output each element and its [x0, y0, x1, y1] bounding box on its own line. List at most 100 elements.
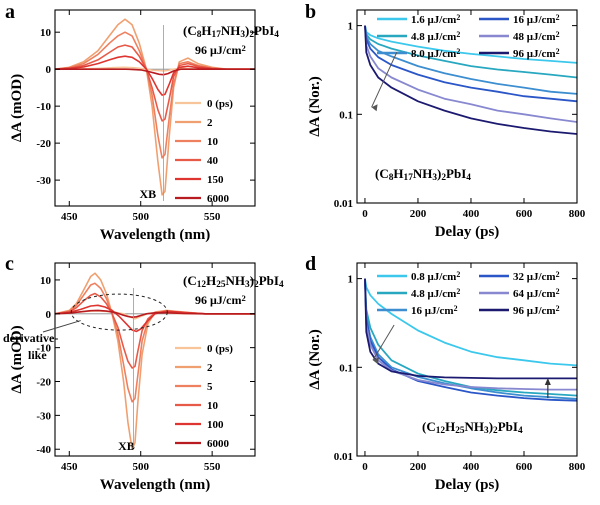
- series-group: [55, 272, 255, 450]
- legend-item: 96 μJ/cm2: [479, 47, 560, 60]
- annotation-xb: XB: [118, 439, 135, 453]
- series-line-5: [55, 68, 255, 76]
- series-group: [364, 278, 577, 402]
- legend-item: 6000: [175, 438, 230, 450]
- annotation-arrow: [42, 320, 81, 333]
- series-line-4: [364, 278, 577, 391]
- legend-item: 48 μJ/cm2: [479, 30, 560, 43]
- legend-label: 0 (ps): [207, 98, 233, 110]
- panel-letter: b: [305, 1, 316, 23]
- y-tick-label: 0: [46, 64, 52, 76]
- legend-item: 4.8 μJ/cm2: [377, 30, 460, 43]
- x-tick-label: 400: [463, 461, 480, 473]
- legend-label: 48 μJ/cm2: [513, 30, 560, 43]
- legend-item: 150: [175, 174, 224, 186]
- legend-label: 2: [207, 362, 213, 374]
- legend-label: 16 μJ/cm2: [411, 304, 458, 317]
- y-tick-label: -40: [36, 444, 51, 456]
- legend-label: 10: [207, 400, 219, 412]
- y-tick-label: -20: [36, 377, 51, 389]
- legend-label: 150: [207, 174, 224, 186]
- legend-item: 5: [175, 381, 213, 393]
- legend-item: 100: [175, 419, 224, 431]
- x-tick-label: 200: [410, 461, 427, 473]
- legend-label: 1.6 μJ/cm2: [411, 13, 460, 26]
- x-tick-label: 0: [362, 208, 368, 220]
- panel-letter: a: [5, 1, 15, 23]
- axes-frame: [54, 262, 256, 457]
- legend-label: 0 (ps): [207, 343, 233, 355]
- legend-item: 4.8 μJ/cm2: [377, 287, 460, 300]
- series-line-5: [364, 25, 577, 135]
- series-line-2: [55, 31, 255, 159]
- annotation-ellipse: [70, 293, 168, 331]
- annotation-fluence: 96 μJ/cm2: [195, 43, 246, 57]
- axes-frame: [356, 262, 578, 457]
- series-line-5: [364, 278, 577, 380]
- panel-letter: c: [5, 253, 14, 275]
- series-line-4: [55, 55, 255, 96]
- legend-label: 64 μJ/cm2: [513, 287, 560, 300]
- annotation-arrowhead: [372, 357, 379, 365]
- x-tick-label: 550: [204, 211, 221, 223]
- annotation-fluence: 96 μJ/cm2: [195, 293, 246, 307]
- x-axis-label: Wavelength (nm): [100, 227, 210, 243]
- x-tick-label: 800: [569, 208, 586, 220]
- legend-label: 0.8 μJ/cm2: [411, 270, 460, 283]
- series-line-0: [364, 278, 577, 367]
- annotation-formula: (C12H25NH3)2PbI4: [422, 419, 523, 436]
- legend-item: 10: [175, 136, 219, 148]
- y-tick-label: 0.01: [334, 451, 353, 463]
- series-line-1: [364, 25, 577, 79]
- legend-label: 8.0 μJ/cm2: [411, 47, 460, 60]
- y-tick-label: 0: [46, 309, 52, 321]
- x-tick-label: 0: [362, 461, 368, 473]
- legend-item: 0.8 μJ/cm2: [377, 270, 460, 283]
- legend-item: 16 μJ/cm2: [377, 304, 458, 317]
- legend-label: 96 μJ/cm2: [513, 47, 560, 60]
- legend-label: 100: [207, 419, 224, 431]
- x-axis-label: Delay (ps): [435, 224, 500, 240]
- y-tick-label: 1: [348, 21, 354, 33]
- y-tick-label: 0.1: [339, 109, 353, 121]
- series-line-0: [364, 25, 577, 64]
- x-tick-label: 200: [410, 208, 427, 220]
- annotation-derivative-1: derivative-: [3, 331, 58, 345]
- axes-frame: [356, 9, 578, 204]
- legend-item: 96 μJ/cm2: [479, 304, 560, 317]
- series-line-2: [364, 25, 577, 95]
- y-tick-label: 0.01: [334, 198, 353, 210]
- x-tick-label: 450: [61, 211, 78, 223]
- panel-b: 0 200 400 600 800 1 0.1 0.01 Delay (ps) ΔA (Nor.)…: [305, 1, 586, 240]
- y-tick-label: -10: [36, 343, 51, 355]
- panel-d: 0 200 400 600 800 1 0.1 0.01 Delay (ps) ΔA (Nor.)…: [305, 253, 586, 493]
- legend-item: 32 μJ/cm2: [479, 270, 560, 283]
- annotation-formula: (C8H17NH3)2PbI4: [375, 166, 471, 183]
- y-axis-label: ΔA (Nor.): [307, 76, 323, 137]
- x-tick-label: 600: [516, 461, 533, 473]
- legend-item: 0 (ps): [175, 343, 233, 355]
- y-tick-label: 10: [40, 27, 52, 39]
- annotation-arrowhead: [371, 104, 378, 112]
- y-tick-label: -10: [36, 101, 51, 113]
- x-tick-label: 600: [516, 208, 533, 220]
- series-group: [364, 25, 577, 135]
- y-tick-label: 10: [40, 275, 52, 287]
- x-tick-label: 500: [132, 211, 149, 223]
- legend-item: 16 μJ/cm2: [479, 13, 560, 26]
- legend-item: 64 μJ/cm2: [479, 287, 560, 300]
- y-tick-label: 1: [348, 274, 354, 286]
- x-axis-label: Wavelength (nm): [100, 477, 210, 493]
- legend-item: 0 (ps): [175, 98, 233, 110]
- legend-item: 6000: [175, 193, 230, 205]
- annotation-arrow: [371, 52, 398, 108]
- x-tick-label: 800: [569, 461, 586, 473]
- axes-frame: [54, 9, 256, 207]
- legend-label: 4.8 μJ/cm2: [411, 30, 460, 43]
- series-line-3: [55, 44, 255, 122]
- x-tick-label: 400: [463, 208, 480, 220]
- annotation-xb: XB: [140, 187, 157, 201]
- y-axis-label: ΔA (mOD): [9, 325, 25, 393]
